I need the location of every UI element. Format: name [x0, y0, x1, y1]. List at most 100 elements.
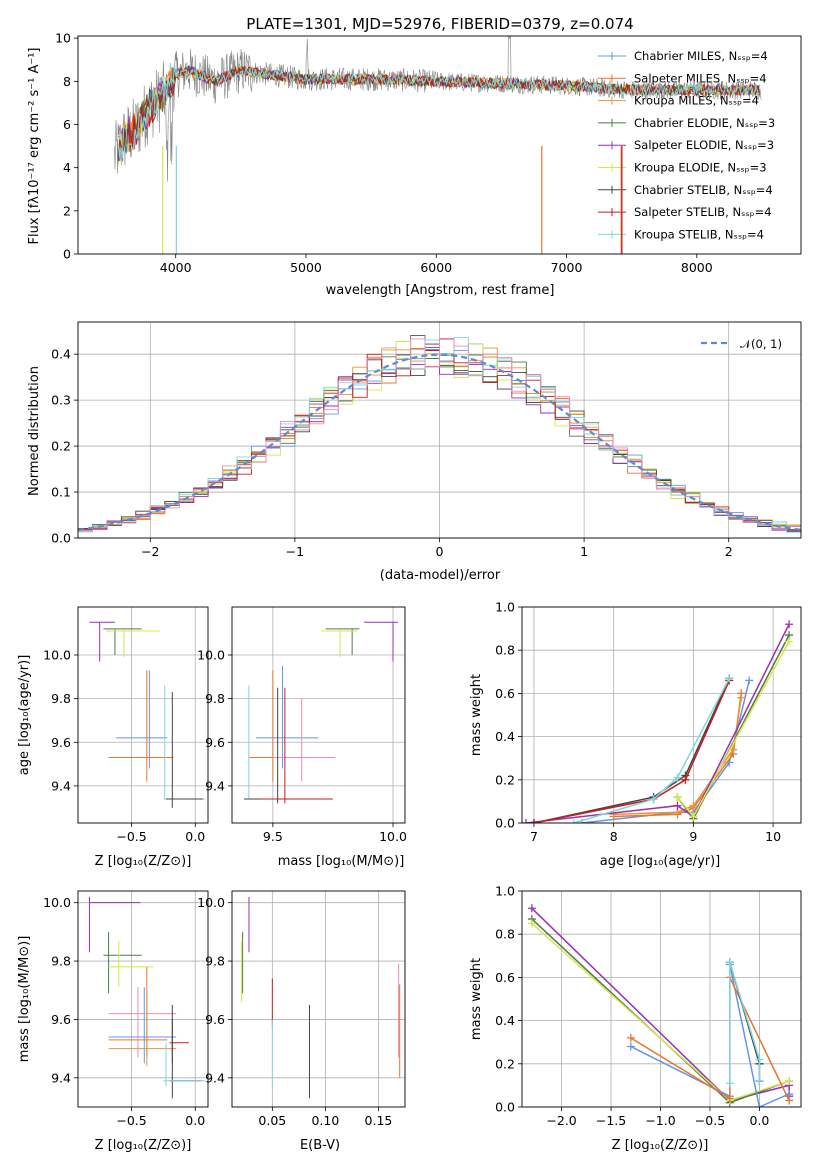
massweight-age-marker	[745, 676, 754, 685]
histogram-ytick-label: 0.2	[51, 439, 71, 454]
massweight-age-lines	[522, 620, 794, 823]
massweight-age-marker	[737, 693, 746, 702]
massweight-age-marker	[725, 674, 734, 683]
massweight-age-ytick-label: 0.2	[495, 772, 515, 787]
mass-metallicity-xtick-label: −0.5	[116, 1113, 146, 1128]
massweight-metallicity-marker	[755, 1103, 764, 1107]
mass-weight-vs-age-panel: 7 8 9 10 0.0 0.2 0.4 0.6 0.8 1.0	[495, 600, 802, 844]
massweight-age-xtick-label: 10	[765, 829, 781, 844]
model-line-salpeter-stelib	[117, 66, 760, 158]
histogram-xtick-label: 0	[436, 544, 444, 559]
massweight-metallicity-series-chabrier-stelib	[729, 962, 761, 1082]
massweight-age-marker	[673, 793, 682, 802]
age-mass-errorbars	[244, 621, 398, 804]
spectrum-ytick-label: 6	[63, 117, 71, 132]
massweight-age-marker	[681, 775, 690, 784]
age-mass-frame	[231, 606, 406, 824]
massweight-metallicity-lines	[527, 904, 794, 1107]
spectrum-xtick-label: 8000	[681, 260, 713, 275]
massweight-age-series-chabrier-stelib	[533, 677, 730, 823]
massweight-age-ytick-label: 1.0	[495, 600, 515, 615]
histogram-ytick-label: 0.1	[51, 485, 71, 500]
massweight-metallicity-xtick-label: −0.5	[695, 1113, 725, 1128]
mass-metallicity-ytick-label: 10.0	[43, 895, 71, 910]
residual-histogram-panel: −2 −1 0 1 2 0.0 0.1 0.2 0.3 0.4	[51, 321, 802, 559]
mass-weight-vs-metallicity-panel: −2.0 −1.5 −1.0 −0.5 0.0 0.0 0.2 0.4 0.6 0.8 1.0	[495, 884, 802, 1128]
massweight-age-xtick-label: 9	[689, 829, 697, 844]
massweight-metallicity-ytick-label: 0.0	[495, 1100, 515, 1115]
mass-metallicity-xtick-label: 0.0	[185, 1113, 205, 1128]
massweight-age-ytick-label: 0.6	[495, 686, 515, 701]
mass-extinction-frame	[231, 890, 406, 1108]
age-metallicity-xlabel: Z [log₁₀(Z/Z⊙)]	[95, 854, 192, 869]
mass-extinction-ytick-label: 9.6	[205, 1012, 225, 1027]
age-metallicity-frame	[77, 606, 209, 824]
mass-extinction-ytick-label: 9.8	[205, 954, 225, 969]
age-metallicity-ylabel: age [log₁₀(age/yr)]	[17, 655, 32, 776]
age-mass-xtick-label: 9.5	[263, 829, 283, 844]
histogram-steps	[78, 335, 801, 535]
massweight-age-marker	[689, 801, 698, 810]
massweight-metallicity-marker	[527, 904, 536, 913]
model-line-kroupa-stelib	[117, 61, 760, 159]
massweight-metallicity-marker	[785, 1096, 794, 1105]
age-metallicity-xtick-label: −0.5	[116, 829, 146, 844]
massweight-age-series-chabrier-elodie	[676, 634, 790, 821]
spectrum-frame	[77, 35, 802, 255]
massweight-metallicity-marker	[755, 1077, 764, 1086]
spectrum-xtick-label: 6000	[420, 260, 452, 275]
histogram-ytick-label: 0.4	[51, 347, 71, 362]
massweight-age-marker	[689, 812, 698, 821]
massweight-age-series-chabrier-miles	[581, 680, 750, 823]
legend-label: Chabrier ELODIE, Nₛₛₚ=3	[634, 116, 775, 130]
age-metallicity-ytick-label: 9.8	[51, 691, 71, 706]
spectrum-xtick-label: 4000	[160, 260, 192, 275]
age-vs-mass-panel: 9.5 10.0 9.4 9.6 9.8 10.0	[197, 606, 407, 844]
massweight-age-xlabel: age [log₁₀(age/yr)]	[600, 854, 721, 869]
spectrum-lines	[114, 36, 762, 254]
massweight-age-xtick-label: 7	[530, 829, 538, 844]
legend-label: Salpeter STELIB, Nₛₛₚ=4	[634, 205, 772, 219]
mass-metallicity-ytick-label: 9.8	[51, 954, 71, 969]
mass-metallicity-ytick-label: 9.4	[51, 1070, 71, 1085]
massweight-age-marker	[673, 801, 682, 810]
massweight-age-marker	[522, 819, 530, 823]
mass-metallicity-frame	[77, 890, 209, 1108]
massweight-metallicity-ylabel: mass weight	[469, 958, 484, 1040]
massweight-metallicity-ytick-label: 0.6	[495, 970, 515, 985]
age-mass-ytick-label: 9.4	[205, 778, 225, 793]
massweight-metallicity-ytick-label: 0.8	[495, 927, 515, 942]
spectrum-panel: Chabrier MILES, Nₛₛₚ=4 Salpeter MILES, Nₛ…	[55, 31, 802, 275]
massweight-age-marker	[649, 795, 658, 804]
age-metallicity-ytick-label: 9.6	[51, 735, 71, 750]
spectrum-ytick-label: 10	[55, 31, 71, 46]
age-metallicity-xtick-label: 0.0	[185, 829, 205, 844]
massweight-age-ytick-label: 0.8	[495, 643, 515, 658]
spectrum-ytick-label: 0	[63, 247, 71, 262]
massweight-age-frame	[521, 606, 802, 824]
massweight-metallicity-xtick-label: −1.0	[645, 1113, 675, 1128]
massweight-age-ytick-label: 0.4	[495, 729, 515, 744]
age-metallicity-ytick-label: 9.4	[51, 778, 71, 793]
spectrum-legend: Chabrier MILES, Nₛₛₚ=4 Salpeter MILES, Nₛ…	[598, 49, 775, 241]
massweight-metallicity-ytick-label: 0.2	[495, 1056, 515, 1071]
age-mass-xtick-label: 10.0	[379, 829, 407, 844]
legend-label: Kroupa ELODIE, Nₛₛₚ=3	[634, 161, 767, 175]
massweight-metallicity-ytick-label: 0.4	[495, 1013, 515, 1028]
age-metallicity-ytick-label: 10.0	[43, 648, 71, 663]
mass-extinction-xlabel: E(B-V)	[300, 1138, 340, 1153]
massweight-age-series-salpeter-stelib	[533, 680, 730, 823]
age-mass-ytick-label: 9.6	[205, 735, 225, 750]
legend-label: Kroupa STELIB, Nₛₛₚ=4	[634, 227, 764, 241]
spectrum-ytick-label: 2	[63, 203, 71, 218]
spectrum-title: PLATE=1301, MJD=52976, FIBERID=0379, z=0…	[246, 15, 633, 33]
legend-label: Chabrier MILES, Nₛₛₚ=4	[634, 49, 768, 63]
massweight-metallicity-marker	[725, 1094, 734, 1103]
massweight-metallicity-marker	[527, 919, 536, 928]
massweight-age-marker	[673, 773, 682, 782]
massweight-metallicity-xtick-label: 0.0	[750, 1113, 770, 1128]
massweight-metallicity-marker	[755, 1055, 764, 1064]
massweight-metallicity-frame	[521, 890, 802, 1108]
age-mass-ytick-label: 10.0	[197, 648, 225, 663]
